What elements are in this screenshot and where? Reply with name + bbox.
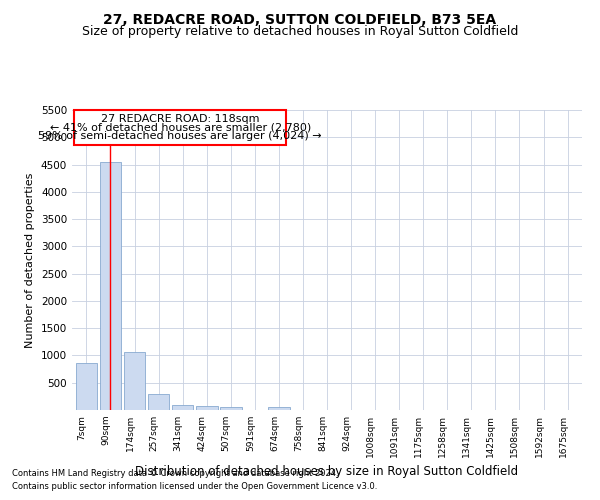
Bar (220, 407, 242, 410)
Bar (196, 406, 218, 410)
FancyBboxPatch shape (74, 110, 286, 146)
Text: ← 41% of detached houses are smaller (2,780): ← 41% of detached houses are smaller (2,… (50, 122, 311, 132)
Text: 27, REDACRE ROAD, SUTTON COLDFIELD, B73 5EA: 27, REDACRE ROAD, SUTTON COLDFIELD, B73 … (103, 12, 497, 26)
Text: Size of property relative to detached houses in Royal Sutton Coldfield: Size of property relative to detached ho… (82, 25, 518, 38)
X-axis label: Distribution of detached houses by size in Royal Sutton Coldfield: Distribution of detached houses by size … (136, 466, 518, 478)
Bar (172, 405, 193, 410)
Bar (76, 362, 97, 410)
Bar (148, 394, 169, 410)
Text: Contains public sector information licensed under the Open Government Licence v3: Contains public sector information licen… (12, 482, 377, 491)
Bar (100, 162, 121, 410)
Bar (268, 407, 290, 410)
Y-axis label: Number of detached properties: Number of detached properties (25, 172, 35, 348)
Bar (124, 352, 145, 410)
Text: 59% of semi-detached houses are larger (4,024) →: 59% of semi-detached houses are larger (… (38, 132, 322, 141)
Text: 27 REDACRE ROAD: 118sqm: 27 REDACRE ROAD: 118sqm (101, 114, 260, 124)
Text: Contains HM Land Registry data © Crown copyright and database right 2024.: Contains HM Land Registry data © Crown c… (12, 468, 338, 477)
